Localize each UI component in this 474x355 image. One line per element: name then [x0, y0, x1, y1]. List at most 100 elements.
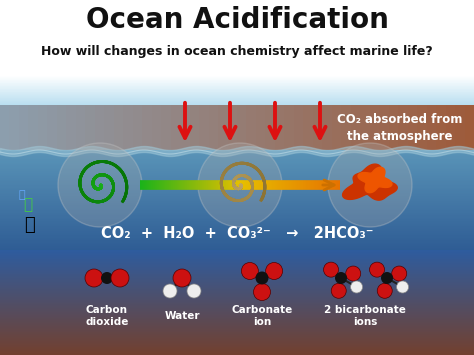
FancyBboxPatch shape — [313, 105, 323, 150]
FancyBboxPatch shape — [0, 292, 474, 293]
FancyBboxPatch shape — [0, 168, 474, 169]
FancyBboxPatch shape — [0, 251, 474, 252]
FancyBboxPatch shape — [57, 105, 67, 150]
FancyBboxPatch shape — [0, 100, 474, 101]
Text: 🐟: 🐟 — [18, 190, 25, 200]
FancyBboxPatch shape — [0, 196, 474, 197]
FancyBboxPatch shape — [0, 202, 474, 204]
FancyBboxPatch shape — [0, 335, 474, 336]
FancyBboxPatch shape — [0, 231, 474, 233]
FancyBboxPatch shape — [246, 105, 257, 150]
FancyBboxPatch shape — [0, 302, 474, 303]
FancyBboxPatch shape — [0, 209, 474, 210]
FancyBboxPatch shape — [0, 219, 474, 220]
FancyBboxPatch shape — [0, 303, 474, 304]
FancyBboxPatch shape — [0, 324, 474, 325]
Text: Ocean Acidification: Ocean Acidification — [86, 6, 388, 34]
FancyBboxPatch shape — [0, 288, 474, 289]
FancyBboxPatch shape — [0, 265, 474, 266]
Circle shape — [335, 272, 347, 284]
FancyBboxPatch shape — [0, 179, 474, 180]
FancyBboxPatch shape — [0, 255, 474, 256]
FancyBboxPatch shape — [0, 286, 474, 287]
FancyBboxPatch shape — [0, 95, 474, 96]
FancyBboxPatch shape — [0, 298, 474, 299]
FancyBboxPatch shape — [0, 185, 474, 186]
FancyBboxPatch shape — [0, 329, 474, 330]
Text: Carbon
dioxide: Carbon dioxide — [85, 305, 128, 327]
FancyBboxPatch shape — [0, 341, 474, 342]
FancyBboxPatch shape — [0, 83, 474, 84]
FancyBboxPatch shape — [0, 260, 474, 261]
FancyBboxPatch shape — [0, 318, 474, 319]
FancyBboxPatch shape — [0, 206, 474, 208]
Circle shape — [397, 281, 409, 293]
Circle shape — [198, 143, 282, 227]
FancyBboxPatch shape — [0, 291, 474, 292]
FancyBboxPatch shape — [0, 244, 474, 245]
FancyBboxPatch shape — [0, 276, 474, 277]
FancyBboxPatch shape — [0, 190, 474, 191]
FancyBboxPatch shape — [161, 105, 172, 150]
FancyBboxPatch shape — [0, 259, 474, 260]
FancyBboxPatch shape — [0, 296, 474, 297]
FancyBboxPatch shape — [0, 213, 474, 214]
FancyBboxPatch shape — [0, 200, 474, 201]
FancyBboxPatch shape — [0, 186, 474, 187]
FancyBboxPatch shape — [0, 229, 474, 230]
FancyBboxPatch shape — [0, 333, 474, 334]
FancyBboxPatch shape — [0, 241, 474, 242]
FancyBboxPatch shape — [0, 151, 474, 153]
FancyBboxPatch shape — [0, 306, 474, 307]
Polygon shape — [343, 164, 397, 200]
Circle shape — [255, 272, 268, 284]
FancyBboxPatch shape — [28, 105, 39, 150]
Circle shape — [351, 281, 363, 293]
FancyBboxPatch shape — [85, 105, 96, 150]
FancyBboxPatch shape — [0, 86, 474, 87]
FancyBboxPatch shape — [0, 169, 474, 170]
FancyBboxPatch shape — [0, 337, 474, 338]
FancyBboxPatch shape — [0, 0, 474, 75]
FancyBboxPatch shape — [0, 214, 474, 215]
Circle shape — [370, 262, 384, 277]
FancyBboxPatch shape — [0, 170, 474, 171]
FancyBboxPatch shape — [0, 84, 474, 85]
FancyBboxPatch shape — [0, 208, 474, 209]
FancyBboxPatch shape — [0, 247, 474, 249]
FancyBboxPatch shape — [0, 210, 474, 211]
FancyBboxPatch shape — [0, 279, 474, 280]
FancyBboxPatch shape — [0, 262, 474, 263]
FancyBboxPatch shape — [0, 96, 474, 97]
FancyBboxPatch shape — [0, 253, 474, 254]
FancyBboxPatch shape — [0, 88, 474, 89]
Circle shape — [163, 284, 177, 298]
FancyBboxPatch shape — [0, 320, 474, 321]
FancyBboxPatch shape — [0, 76, 474, 77]
FancyBboxPatch shape — [417, 105, 428, 150]
FancyBboxPatch shape — [0, 239, 474, 240]
Circle shape — [173, 269, 191, 287]
FancyBboxPatch shape — [0, 87, 474, 88]
FancyBboxPatch shape — [0, 309, 474, 310]
FancyBboxPatch shape — [0, 195, 474, 196]
FancyBboxPatch shape — [0, 192, 474, 194]
FancyBboxPatch shape — [0, 165, 474, 166]
Circle shape — [101, 272, 113, 284]
FancyBboxPatch shape — [0, 228, 474, 229]
FancyBboxPatch shape — [0, 295, 474, 296]
FancyBboxPatch shape — [0, 75, 474, 76]
FancyBboxPatch shape — [171, 105, 181, 150]
Circle shape — [241, 262, 258, 279]
FancyBboxPatch shape — [0, 307, 474, 308]
FancyBboxPatch shape — [0, 220, 474, 221]
FancyBboxPatch shape — [0, 78, 474, 79]
FancyBboxPatch shape — [0, 328, 474, 329]
FancyBboxPatch shape — [114, 105, 124, 150]
FancyBboxPatch shape — [379, 105, 390, 150]
FancyBboxPatch shape — [0, 334, 474, 335]
FancyBboxPatch shape — [0, 256, 474, 257]
FancyBboxPatch shape — [0, 218, 474, 219]
FancyBboxPatch shape — [0, 182, 474, 184]
FancyBboxPatch shape — [0, 327, 474, 328]
